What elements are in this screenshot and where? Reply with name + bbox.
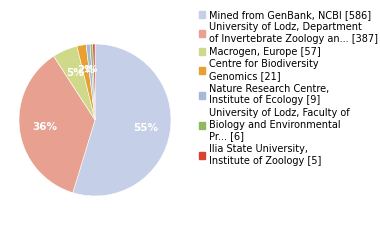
Text: 2%: 2% bbox=[77, 65, 95, 75]
Wedge shape bbox=[19, 56, 95, 193]
Wedge shape bbox=[90, 44, 95, 120]
Text: 55%: 55% bbox=[133, 122, 158, 132]
Legend: Mined from GenBank, NCBI [586], University of Lodz, Department
of Invertebrate Z: Mined from GenBank, NCBI [586], Universi… bbox=[199, 10, 378, 166]
Wedge shape bbox=[93, 44, 95, 120]
Wedge shape bbox=[77, 45, 95, 120]
Text: 1%: 1% bbox=[83, 65, 98, 74]
Wedge shape bbox=[73, 44, 171, 196]
Text: 5%: 5% bbox=[66, 68, 84, 78]
Text: 36%: 36% bbox=[32, 122, 57, 132]
Wedge shape bbox=[54, 46, 95, 120]
Wedge shape bbox=[86, 44, 95, 120]
